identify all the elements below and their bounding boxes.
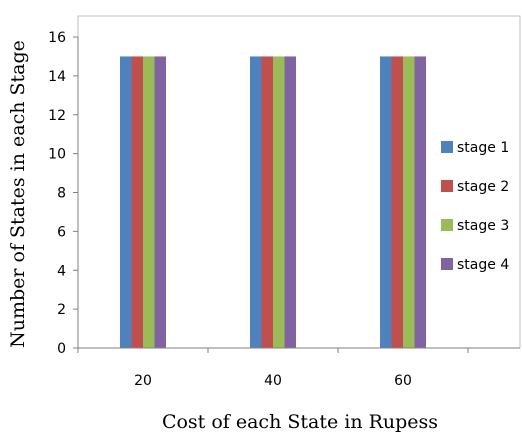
legend-swatch — [441, 258, 453, 270]
bar-stage-3-40 — [273, 56, 285, 348]
y-tick-label: 16 — [48, 30, 66, 46]
legend-label: stage 1 — [457, 140, 509, 156]
y-ticks-group: 0 2 4 6 8 10 12 14 16 — [48, 30, 78, 357]
x-axis-title: Cost of each State in Rupess — [162, 411, 438, 433]
bar-stage-2-40 — [261, 56, 273, 348]
legend-swatch — [441, 219, 453, 231]
y-tick-label: 6 — [57, 224, 66, 240]
legend-label: stage 4 — [457, 257, 509, 273]
y-axis-title: Number of States in each Stage — [7, 40, 29, 348]
legend: stage 1 stage 2 stage 3 stage 4 — [441, 140, 509, 273]
bar-stage-1-60 — [380, 56, 392, 348]
x-tick-label: 40 — [264, 373, 282, 389]
y-tick-label: 8 — [57, 186, 66, 202]
y-tick-label: 2 — [57, 302, 66, 318]
legend-label: stage 2 — [457, 179, 509, 195]
legend-swatch — [441, 180, 453, 192]
x-ticks-group: 20 40 60 — [77, 348, 469, 389]
bar-stage-1-40 — [250, 56, 262, 348]
y-tick-label: 10 — [48, 147, 66, 163]
bar-stage-2-60 — [391, 56, 403, 348]
bar-stage-4-60 — [414, 56, 426, 348]
bar-stage-1-20 — [120, 56, 132, 348]
bar-stage-2-20 — [131, 56, 143, 348]
y-tick-label: 4 — [57, 263, 66, 279]
x-tick-label: 20 — [134, 373, 152, 389]
bar-stage-4-40 — [284, 56, 296, 348]
bar-stage-4-20 — [154, 56, 166, 348]
bar-stage-3-20 — [143, 56, 155, 348]
y-tick-label: 12 — [48, 108, 66, 124]
bars-group — [120, 56, 426, 348]
legend-swatch — [441, 141, 453, 153]
legend-label: stage 3 — [457, 218, 509, 234]
x-tick-label: 60 — [394, 373, 412, 389]
y-tick-label: 14 — [48, 69, 66, 85]
bar-stage-3-60 — [403, 56, 415, 348]
y-tick-label: 0 — [57, 341, 66, 357]
